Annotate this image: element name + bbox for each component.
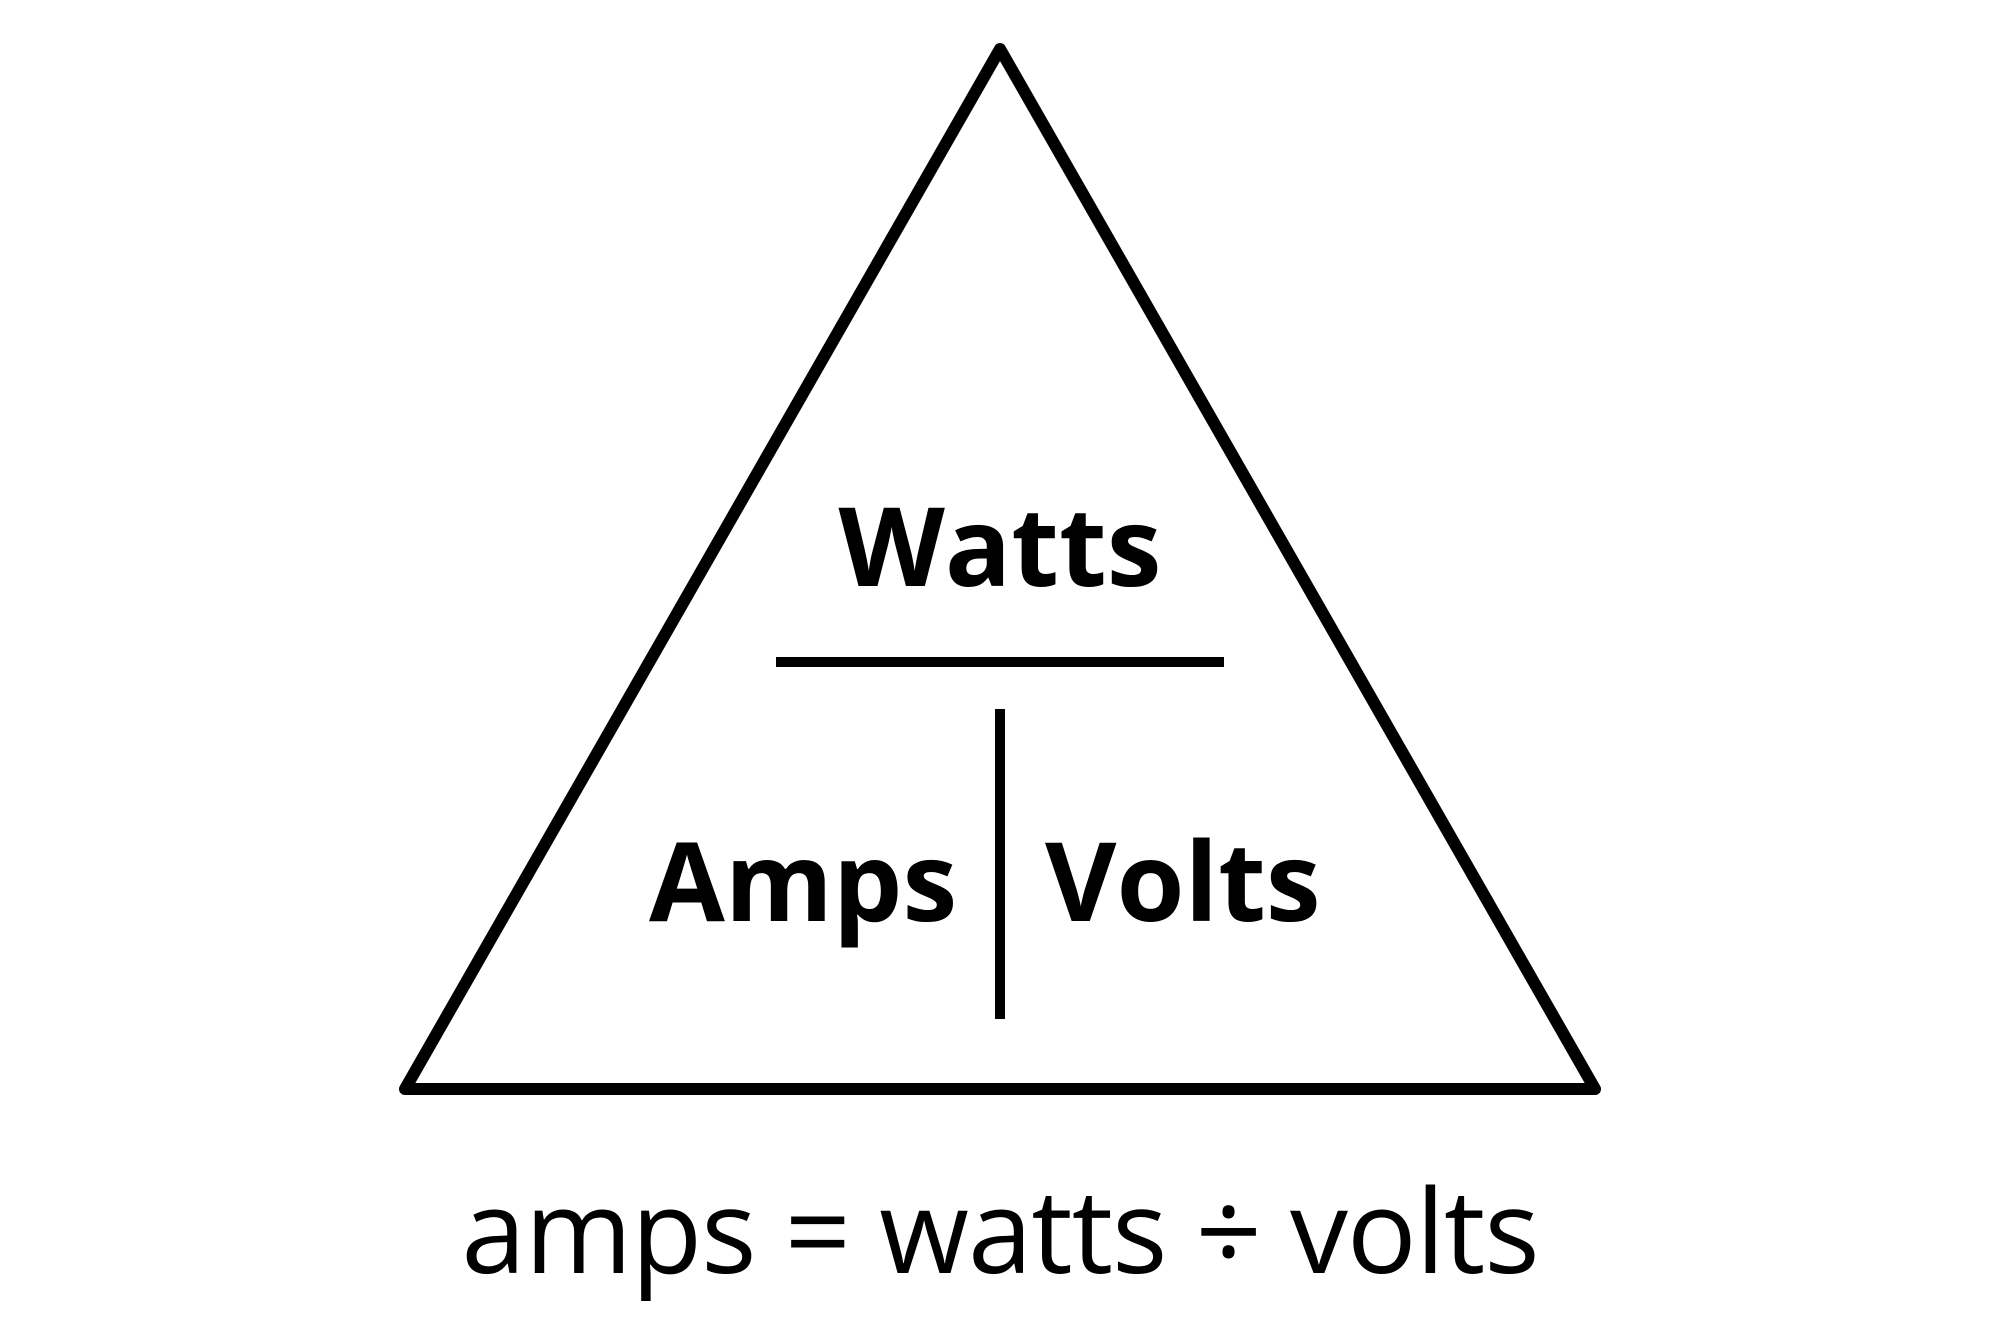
watts-label: Watts	[839, 469, 1162, 619]
horizontal-divider	[776, 657, 1224, 667]
power-triangle-diagram: Watts Amps Volts amps = watts ÷ volts	[385, 29, 1615, 1307]
triangle-wrapper: Watts Amps Volts	[385, 29, 1615, 1109]
formula-text: amps = watts ÷ volts	[461, 1149, 1538, 1307]
volts-label: Volts	[1045, 804, 1321, 954]
amps-label: Amps	[649, 804, 957, 954]
triangle-inner-content: Watts Amps Volts	[385, 29, 1615, 1109]
vertical-divider	[995, 709, 1005, 1019]
